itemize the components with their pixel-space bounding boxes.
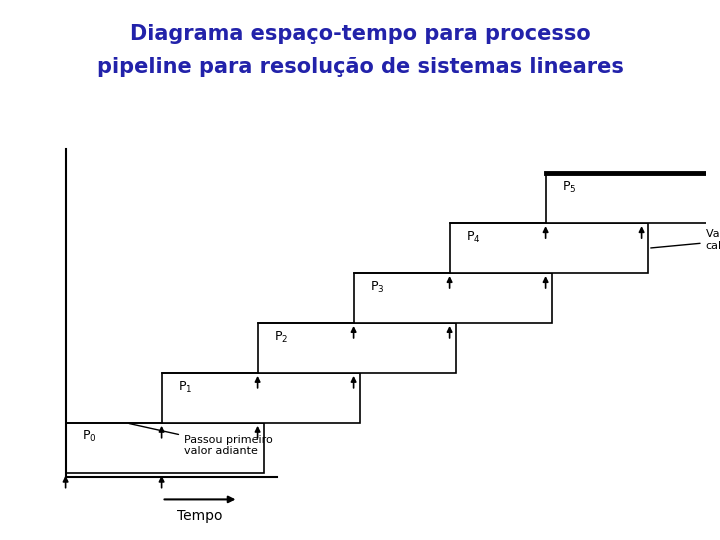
Bar <box>449 223 648 273</box>
Text: Tempo: Tempo <box>177 509 222 523</box>
Bar <box>161 373 360 423</box>
Text: P$_4$: P$_4$ <box>467 230 481 245</box>
Text: P$_5$: P$_5$ <box>562 180 577 195</box>
Text: Diagrama espaço-tempo para processo: Diagrama espaço-tempo para processo <box>130 24 590 44</box>
Bar <box>546 173 720 223</box>
Text: Passou primeiro
valor adiante: Passou primeiro valor adiante <box>129 423 273 456</box>
Bar <box>258 323 456 373</box>
Text: P$_1$: P$_1$ <box>179 380 193 395</box>
Bar <box>354 273 552 323</box>
Text: pipeline para resolução de sistemas lineares: pipeline para resolução de sistemas line… <box>96 57 624 77</box>
Text: P$_3$: P$_3$ <box>370 280 384 295</box>
Bar <box>66 423 264 473</box>
Text: Valor final
calculado: Valor final calculado <box>651 230 720 251</box>
Text: P$_0$: P$_0$ <box>82 429 97 444</box>
Text: P$_2$: P$_2$ <box>274 329 289 345</box>
